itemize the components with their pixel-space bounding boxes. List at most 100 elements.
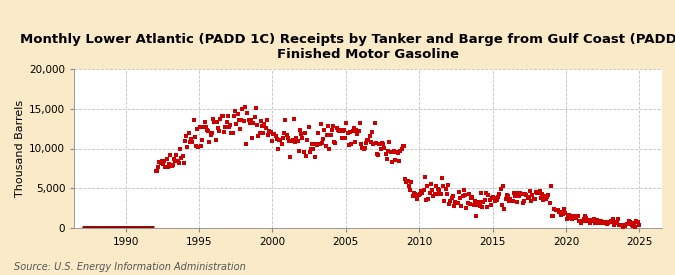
Point	[303, 125, 314, 129]
Point	[176, 155, 187, 160]
Point	[256, 123, 267, 128]
Point	[411, 193, 422, 197]
Point	[309, 155, 320, 159]
Point	[157, 159, 167, 163]
Point	[243, 118, 254, 122]
Point	[178, 161, 189, 166]
Point	[183, 131, 194, 136]
Point	[264, 129, 275, 134]
Point	[240, 105, 250, 109]
Point	[448, 194, 458, 198]
Point	[204, 139, 215, 144]
Point	[379, 146, 389, 150]
Point	[416, 189, 427, 194]
Point	[621, 222, 632, 226]
Point	[490, 195, 501, 200]
Point	[477, 205, 487, 209]
Point	[354, 121, 365, 125]
Point	[219, 130, 230, 134]
Point	[216, 113, 227, 118]
Point	[481, 191, 491, 196]
Point	[531, 189, 541, 194]
Point	[390, 157, 401, 162]
Point	[510, 194, 520, 198]
Point	[297, 136, 308, 141]
Point	[562, 215, 573, 219]
Point	[258, 131, 269, 135]
Point	[182, 144, 193, 149]
Point	[381, 156, 392, 161]
Point	[261, 125, 271, 130]
Point	[207, 130, 217, 135]
Point	[329, 140, 340, 145]
Point	[587, 219, 598, 223]
Point	[372, 152, 383, 156]
Point	[533, 191, 544, 196]
Point	[196, 144, 207, 148]
Point	[234, 118, 244, 122]
Point	[472, 203, 483, 207]
Point	[535, 196, 546, 200]
Point	[269, 132, 279, 136]
Point	[556, 210, 567, 214]
Point	[161, 157, 172, 161]
Point	[462, 200, 473, 205]
Point	[421, 198, 431, 203]
Point	[564, 213, 574, 217]
Point	[633, 223, 644, 227]
Point	[560, 211, 571, 215]
Point	[167, 163, 178, 167]
Point	[190, 144, 201, 148]
Point	[369, 120, 380, 125]
Point	[451, 200, 462, 205]
Point	[586, 218, 597, 222]
Point	[312, 143, 323, 147]
Point	[292, 139, 303, 143]
Point	[499, 207, 510, 211]
Point	[568, 213, 579, 218]
Point	[554, 210, 565, 214]
Point	[314, 142, 325, 146]
Point	[220, 125, 231, 130]
Point	[360, 141, 371, 145]
Point	[308, 146, 319, 151]
Point	[483, 192, 494, 197]
Point	[433, 186, 443, 191]
Point	[378, 142, 389, 147]
Point	[593, 221, 604, 225]
Point	[232, 112, 243, 116]
Point	[504, 199, 514, 204]
Point	[193, 145, 204, 149]
Point	[270, 134, 281, 139]
Point	[300, 153, 311, 158]
Point	[505, 197, 516, 201]
Point	[529, 197, 539, 201]
Point	[277, 136, 288, 140]
Point	[562, 217, 572, 221]
Point	[350, 140, 360, 145]
Point	[375, 147, 386, 152]
Point	[344, 143, 354, 147]
Point	[550, 208, 561, 212]
Point	[548, 214, 559, 218]
Point	[511, 200, 522, 204]
Point	[364, 134, 375, 138]
Point	[317, 141, 327, 145]
Point	[154, 160, 165, 165]
Point	[401, 180, 412, 184]
Point	[383, 149, 394, 153]
Point	[517, 200, 528, 205]
Point	[626, 223, 637, 228]
Point	[163, 162, 174, 166]
Point	[255, 118, 266, 123]
Point	[348, 126, 359, 130]
Point	[190, 134, 200, 139]
Title: Monthly Lower Atlantic (PADD 1C) Receipts by Tanker and Barge from Gulf Coast (P: Monthly Lower Atlantic (PADD 1C) Receipt…	[20, 33, 675, 61]
Point	[526, 199, 537, 204]
Point	[166, 163, 177, 168]
Point	[169, 157, 180, 161]
Point	[576, 220, 587, 225]
Point	[336, 136, 347, 140]
Point	[211, 120, 222, 124]
Point	[595, 219, 606, 224]
